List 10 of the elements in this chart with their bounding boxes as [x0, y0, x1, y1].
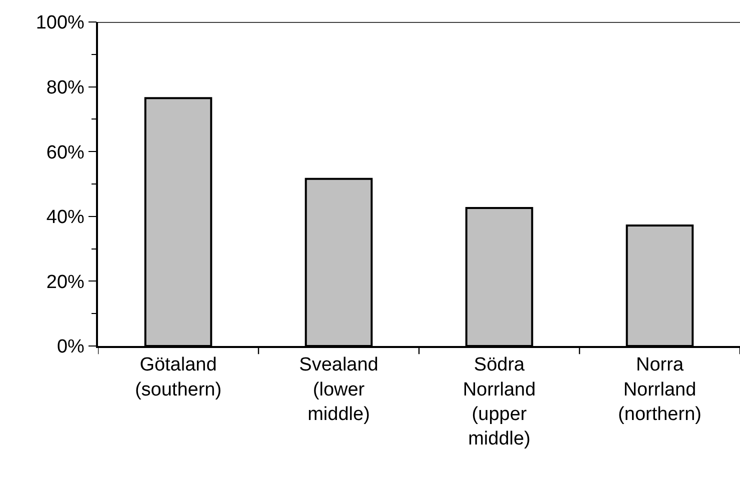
- y-tick-label: 60%: [46, 142, 85, 164]
- x-tick-label: Södra Norrland (upper middle): [462, 354, 536, 450]
- x-tick-label: Götaland (southern): [134, 354, 222, 400]
- x-tick-label: Svealand (lower middle): [299, 354, 378, 425]
- y-tick-label: 0%: [56, 336, 85, 358]
- y-tick-label: 20%: [46, 272, 85, 293]
- y-tick-label: 100%: [36, 12, 85, 34]
- y-tick-label: 80%: [46, 77, 85, 98]
- y-tick-label: 40%: [46, 207, 85, 228]
- x-tick-label: Norra Norrland (northern): [618, 354, 702, 425]
